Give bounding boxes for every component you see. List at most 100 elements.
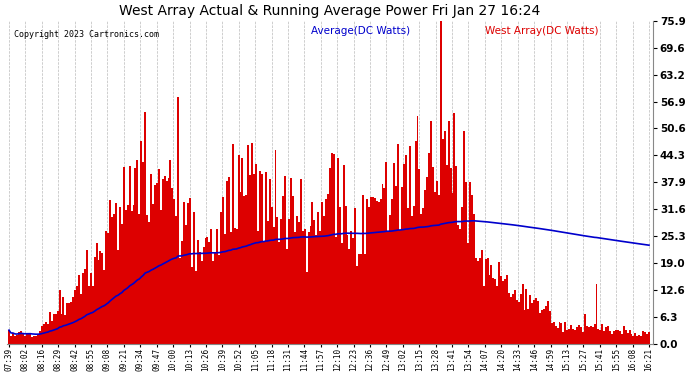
Bar: [23, 336, 26, 344]
Bar: [444, 131, 446, 344]
Bar: [535, 298, 537, 344]
Bar: [471, 195, 473, 344]
Bar: [564, 322, 566, 344]
Bar: [52, 314, 55, 344]
Bar: [84, 270, 86, 344]
Bar: [329, 168, 331, 344]
Bar: [486, 258, 489, 344]
Bar: [602, 324, 603, 344]
Bar: [526, 289, 527, 344]
Bar: [127, 205, 128, 344]
Bar: [413, 206, 415, 344]
Bar: [377, 202, 380, 344]
Bar: [294, 232, 296, 344]
Bar: [187, 203, 189, 344]
Bar: [609, 331, 611, 344]
Bar: [57, 311, 59, 344]
Bar: [358, 254, 360, 344]
Bar: [384, 189, 386, 344]
Bar: [121, 225, 123, 344]
Bar: [181, 241, 183, 344]
Bar: [642, 331, 644, 344]
Bar: [562, 332, 564, 344]
Bar: [607, 326, 609, 344]
Bar: [434, 192, 436, 344]
Bar: [356, 266, 358, 344]
Bar: [611, 334, 613, 344]
Bar: [600, 330, 602, 344]
Bar: [411, 216, 413, 344]
Bar: [76, 286, 78, 344]
Bar: [339, 207, 341, 344]
Bar: [166, 181, 168, 344]
Bar: [286, 249, 288, 344]
Bar: [469, 183, 471, 344]
Bar: [475, 258, 477, 344]
Bar: [99, 251, 101, 344]
Bar: [191, 267, 193, 344]
Bar: [296, 216, 298, 344]
Bar: [518, 302, 520, 344]
Bar: [173, 199, 175, 344]
Bar: [473, 214, 475, 344]
Bar: [148, 222, 150, 344]
Bar: [246, 195, 247, 344]
Bar: [80, 294, 82, 344]
Bar: [61, 314, 63, 344]
Bar: [327, 194, 329, 344]
Bar: [222, 197, 224, 344]
Text: West Array(DC Watts): West Array(DC Watts): [485, 26, 598, 36]
Bar: [164, 177, 166, 344]
Bar: [313, 220, 315, 344]
Bar: [94, 257, 96, 344]
Bar: [140, 141, 142, 344]
Bar: [261, 174, 263, 344]
Bar: [41, 326, 43, 344]
Bar: [277, 217, 279, 344]
Bar: [63, 297, 64, 344]
Bar: [104, 270, 106, 344]
Bar: [319, 231, 322, 344]
Bar: [344, 206, 346, 344]
Bar: [574, 330, 576, 344]
Bar: [366, 200, 368, 344]
Bar: [428, 153, 430, 344]
Bar: [142, 162, 144, 344]
Bar: [115, 203, 117, 344]
Bar: [306, 272, 308, 344]
Bar: [253, 174, 255, 344]
Bar: [255, 164, 257, 344]
Bar: [86, 250, 88, 344]
Bar: [393, 164, 395, 344]
Bar: [279, 242, 280, 344]
Bar: [144, 112, 146, 344]
Bar: [218, 255, 220, 344]
Bar: [408, 146, 411, 344]
Bar: [177, 97, 179, 344]
Bar: [268, 179, 270, 344]
Bar: [204, 238, 206, 344]
Bar: [415, 141, 417, 344]
Bar: [354, 208, 356, 344]
Bar: [551, 323, 553, 344]
Bar: [420, 214, 422, 344]
Bar: [323, 216, 325, 344]
Bar: [171, 189, 173, 344]
Bar: [273, 226, 275, 344]
Bar: [109, 200, 111, 344]
Bar: [380, 199, 382, 344]
Bar: [259, 171, 261, 344]
Bar: [512, 294, 514, 344]
Bar: [45, 322, 47, 344]
Bar: [360, 254, 362, 344]
Bar: [210, 229, 213, 344]
Bar: [648, 332, 650, 344]
Bar: [555, 326, 557, 344]
Bar: [504, 279, 506, 344]
Bar: [249, 176, 251, 344]
Bar: [498, 261, 500, 344]
Bar: [506, 274, 508, 344]
Bar: [520, 294, 522, 344]
Bar: [391, 199, 393, 344]
Bar: [230, 231, 232, 344]
